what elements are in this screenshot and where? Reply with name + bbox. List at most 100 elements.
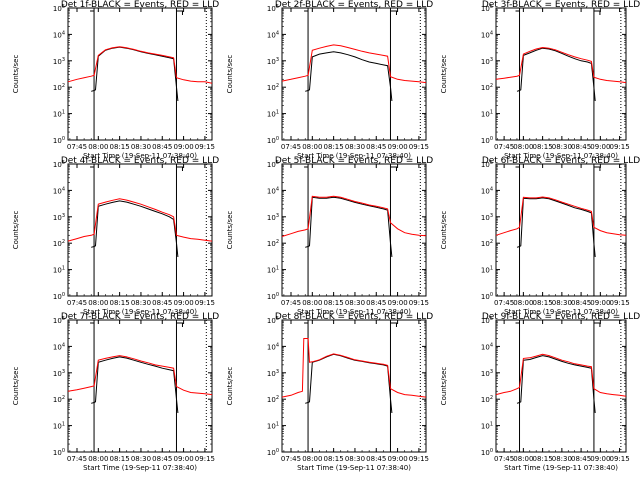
x-tick-label: 08:15: [324, 299, 344, 307]
y-tick-label: 104: [53, 186, 65, 195]
x-tick-label: 09:00: [387, 455, 407, 463]
x-tick-label: 08:00: [88, 299, 108, 307]
x-tick-label: 07:45: [281, 143, 301, 151]
y-axis-label: Counts/sec: [440, 211, 448, 250]
y-tick-label: 100: [267, 136, 279, 145]
series-line-lld: [495, 353, 627, 397]
x-tick-label: 08:30: [552, 455, 572, 463]
y-tick-label: 102: [53, 239, 65, 248]
x-tick-label: 08:15: [324, 143, 344, 151]
y-tick-label: 103: [53, 57, 65, 66]
series-line-lld: [281, 195, 427, 237]
x-tick-label: 09:15: [609, 455, 629, 463]
panel-title: Det 3f-BLACK = Events, RED = LLD: [482, 0, 640, 10]
plot-frame: [495, 7, 627, 141]
x-tick-label: 09:00: [387, 299, 407, 307]
y-tick-label: 103: [53, 213, 65, 222]
y-tick-label: 101: [53, 422, 65, 431]
x-tick-label: 08:45: [571, 299, 591, 307]
x-tick-label: 09:15: [195, 143, 215, 151]
x-tick-label: 09:00: [387, 143, 407, 151]
y-tick-label: 100: [481, 136, 493, 145]
y-axis-label: Counts/sec: [226, 367, 234, 406]
y-tick-label: 100: [53, 448, 65, 457]
y-tick-label: 104: [267, 30, 279, 39]
x-axis-label: Start Time (19-Sep-11 07:38:40): [297, 152, 411, 160]
x-tick-label: 08:00: [513, 299, 533, 307]
x-tick-label: 08:30: [131, 455, 151, 463]
detector-panel-8: Det 8f-BLACK = Events, RED = LLD 100 101 10…: [226, 312, 433, 472]
x-axis-label: Start Time (19-Sep-11 07:38:40): [504, 464, 618, 472]
x-tick-label: 09:15: [409, 299, 429, 307]
detector-panel-6: Det 6f-BLACK = Events, RED = LLD 100 101 10…: [440, 156, 640, 316]
x-axis-label: Start Time (19-Sep-11 07:38:40): [504, 308, 618, 316]
panel-title: Det 4f-BLACK = Events, RED = LLD: [61, 156, 219, 166]
x-tick-label: 08:45: [152, 455, 172, 463]
interval-bracket-mark: [176, 322, 183, 327]
y-tick-label: 100: [481, 448, 493, 457]
x-tick-label: 08:15: [110, 455, 130, 463]
panel-title: Det 7f-BLACK = Events, RED = LLD: [61, 312, 219, 322]
x-tick-label: 08:45: [152, 299, 172, 307]
x-tick-label: 07:45: [494, 455, 514, 463]
y-tick-label: 102: [53, 395, 65, 404]
interval-bracket-mark: [390, 10, 397, 15]
y-tick-label: 101: [481, 266, 493, 275]
y-tick-label: 105: [267, 160, 279, 169]
x-tick-label: 08:30: [345, 143, 365, 151]
panel-title: Det 6f-BLACK = Events, RED = LLD: [482, 156, 640, 166]
x-tick-label: 09:15: [609, 143, 629, 151]
y-axis-label: Counts/sec: [226, 211, 234, 250]
plot-frame: [495, 163, 627, 297]
series-line-lld: [281, 338, 427, 398]
y-tick-label: 104: [53, 30, 65, 39]
x-tick-label: 08:45: [152, 143, 172, 151]
detector-panel-1: Det 1f-BLACK = Events, RED = LLD 100 101 10…: [12, 0, 219, 160]
y-axis-label: Counts/sec: [12, 367, 20, 406]
x-tick-label: 08:45: [571, 455, 591, 463]
y-tick-label: 105: [481, 316, 493, 325]
y-axis-label: Counts/sec: [440, 367, 448, 406]
detector-panel-2: Det 2f-BLACK = Events, RED = LLD 100 101 10…: [226, 0, 433, 160]
detector-panel-4: Det 4f-BLACK = Events, RED = LLD 100 101 10…: [12, 156, 219, 316]
x-tick-label: 08:00: [513, 143, 533, 151]
y-tick-label: 103: [481, 213, 493, 222]
panel-title: Det 9f-BLACK = Events, RED = LLD: [482, 312, 640, 322]
x-tick-label: 08:15: [324, 455, 344, 463]
x-tick-label: 08:15: [110, 299, 130, 307]
y-tick-label: 101: [481, 110, 493, 119]
y-tick-label: 101: [53, 266, 65, 275]
y-tick-label: 102: [481, 83, 493, 92]
x-tick-label: 08:00: [302, 299, 322, 307]
series-line-events: [91, 200, 179, 258]
x-tick-label: 07:45: [281, 455, 301, 463]
interval-bracket-mark: [593, 322, 601, 327]
y-tick-label: 105: [267, 316, 279, 325]
x-tick-label: 09:00: [590, 143, 610, 151]
plot-frame: [281, 319, 427, 453]
y-tick-label: 102: [267, 395, 279, 404]
x-axis-label: Start Time (19-Sep-11 07:38:40): [83, 308, 197, 316]
y-tick-label: 105: [481, 160, 493, 169]
y-tick-label: 103: [481, 57, 493, 66]
plot-frame: [67, 163, 213, 297]
y-tick-label: 104: [481, 186, 493, 195]
y-tick-label: 103: [53, 369, 65, 378]
y-tick-label: 103: [481, 369, 493, 378]
y-tick-label: 102: [481, 239, 493, 248]
y-tick-label: 104: [267, 186, 279, 195]
x-tick-label: 08:00: [88, 143, 108, 151]
y-axis-label: Counts/sec: [440, 55, 448, 94]
x-tick-label: 08:45: [366, 299, 386, 307]
y-tick-label: 104: [267, 342, 279, 351]
x-tick-label: 08:00: [302, 143, 322, 151]
y-axis-label: Counts/sec: [12, 211, 20, 250]
x-tick-label: 07:45: [67, 299, 87, 307]
plot-frame: [281, 7, 427, 141]
interval-bracket-mark: [593, 10, 601, 15]
y-tick-label: 101: [481, 422, 493, 431]
detector-panel-3: Det 3f-BLACK = Events, RED = LLD 100 101 10…: [440, 0, 640, 160]
y-tick-label: 102: [267, 83, 279, 92]
x-axis-label: Start Time (19-Sep-11 07:38:40): [83, 464, 197, 472]
x-tick-label: 09:00: [590, 299, 610, 307]
